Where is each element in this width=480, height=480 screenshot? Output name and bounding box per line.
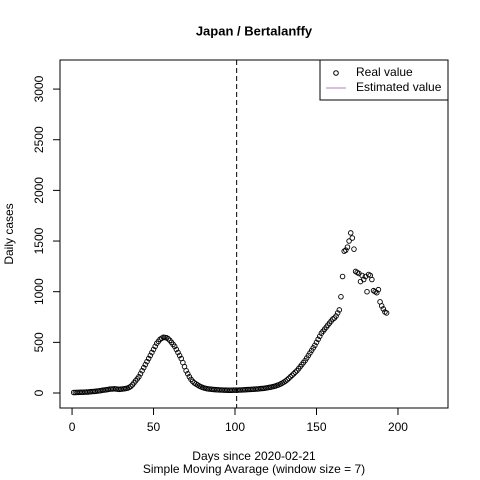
data-point	[343, 247, 349, 253]
data-point	[339, 273, 346, 280]
legend-label: Estimated value	[356, 80, 442, 94]
y-tick-label: 0	[32, 389, 46, 396]
data-point	[141, 364, 147, 371]
data-point	[286, 375, 292, 382]
data-point	[347, 230, 354, 236]
legend-box	[319, 59, 449, 101]
data-point	[127, 383, 134, 390]
x-tick-label: 150	[306, 420, 326, 434]
data-point	[144, 358, 150, 365]
data-point	[349, 235, 356, 241]
data-point	[284, 377, 290, 383]
data-point	[139, 367, 145, 374]
data-point	[334, 310, 341, 316]
data-point	[175, 349, 181, 356]
y-tick-label: 500	[32, 332, 46, 352]
x-tick-label: 200	[388, 420, 408, 434]
x-tick-label: 50	[147, 420, 161, 434]
data-point	[336, 307, 343, 313]
data-point	[378, 303, 385, 309]
data-point	[173, 346, 180, 353]
data-point	[344, 244, 351, 250]
data-point	[149, 349, 155, 356]
data-point	[364, 288, 370, 295]
data-point	[346, 238, 352, 244]
y-tick-label: 2500	[32, 126, 46, 153]
data-point	[165, 336, 171, 342]
data-point	[380, 306, 387, 312]
data-point	[145, 355, 152, 362]
data-point	[289, 372, 295, 379]
data-point	[136, 374, 142, 380]
x-axis-label: Days since 2020-02-21	[192, 449, 316, 463]
legend-label: Real value	[356, 65, 413, 79]
data-point	[171, 343, 178, 350]
data-point	[137, 371, 144, 377]
data-point	[292, 369, 299, 375]
legend-symbol	[333, 70, 339, 76]
plot-box	[59, 59, 449, 409]
data-point	[176, 352, 183, 359]
subtitle: Simple Moving Avarage (window size = 7)	[143, 462, 365, 476]
y-axis-label: Daily cases	[2, 203, 16, 264]
data-point	[142, 361, 149, 368]
x-tick-label: 0	[69, 420, 76, 434]
data-point	[351, 246, 357, 252]
data-point	[374, 289, 380, 296]
data-point	[312, 342, 318, 349]
data-point	[152, 343, 158, 350]
data-point	[185, 371, 191, 377]
data-point	[150, 346, 157, 353]
chart-title: Japan / Bertalanffy	[196, 23, 313, 38]
y-tick-label: 2000	[32, 177, 46, 204]
x-tick-label: 100	[225, 420, 245, 434]
data-point	[313, 339, 320, 346]
data-point	[383, 310, 390, 316]
y-tick-label: 1000	[32, 278, 46, 305]
y-tick-label: 3000	[32, 75, 46, 102]
data-point	[369, 276, 375, 283]
data-point	[287, 374, 294, 380]
data-point	[375, 286, 382, 293]
data-point	[147, 352, 154, 359]
data-point	[338, 294, 344, 300]
data-point	[361, 276, 367, 283]
data-point	[333, 313, 339, 319]
y-tick-label: 1500	[32, 227, 46, 254]
data-point	[317, 333, 323, 340]
data-point	[183, 367, 189, 374]
data-point	[315, 336, 321, 343]
data-point	[290, 371, 297, 377]
